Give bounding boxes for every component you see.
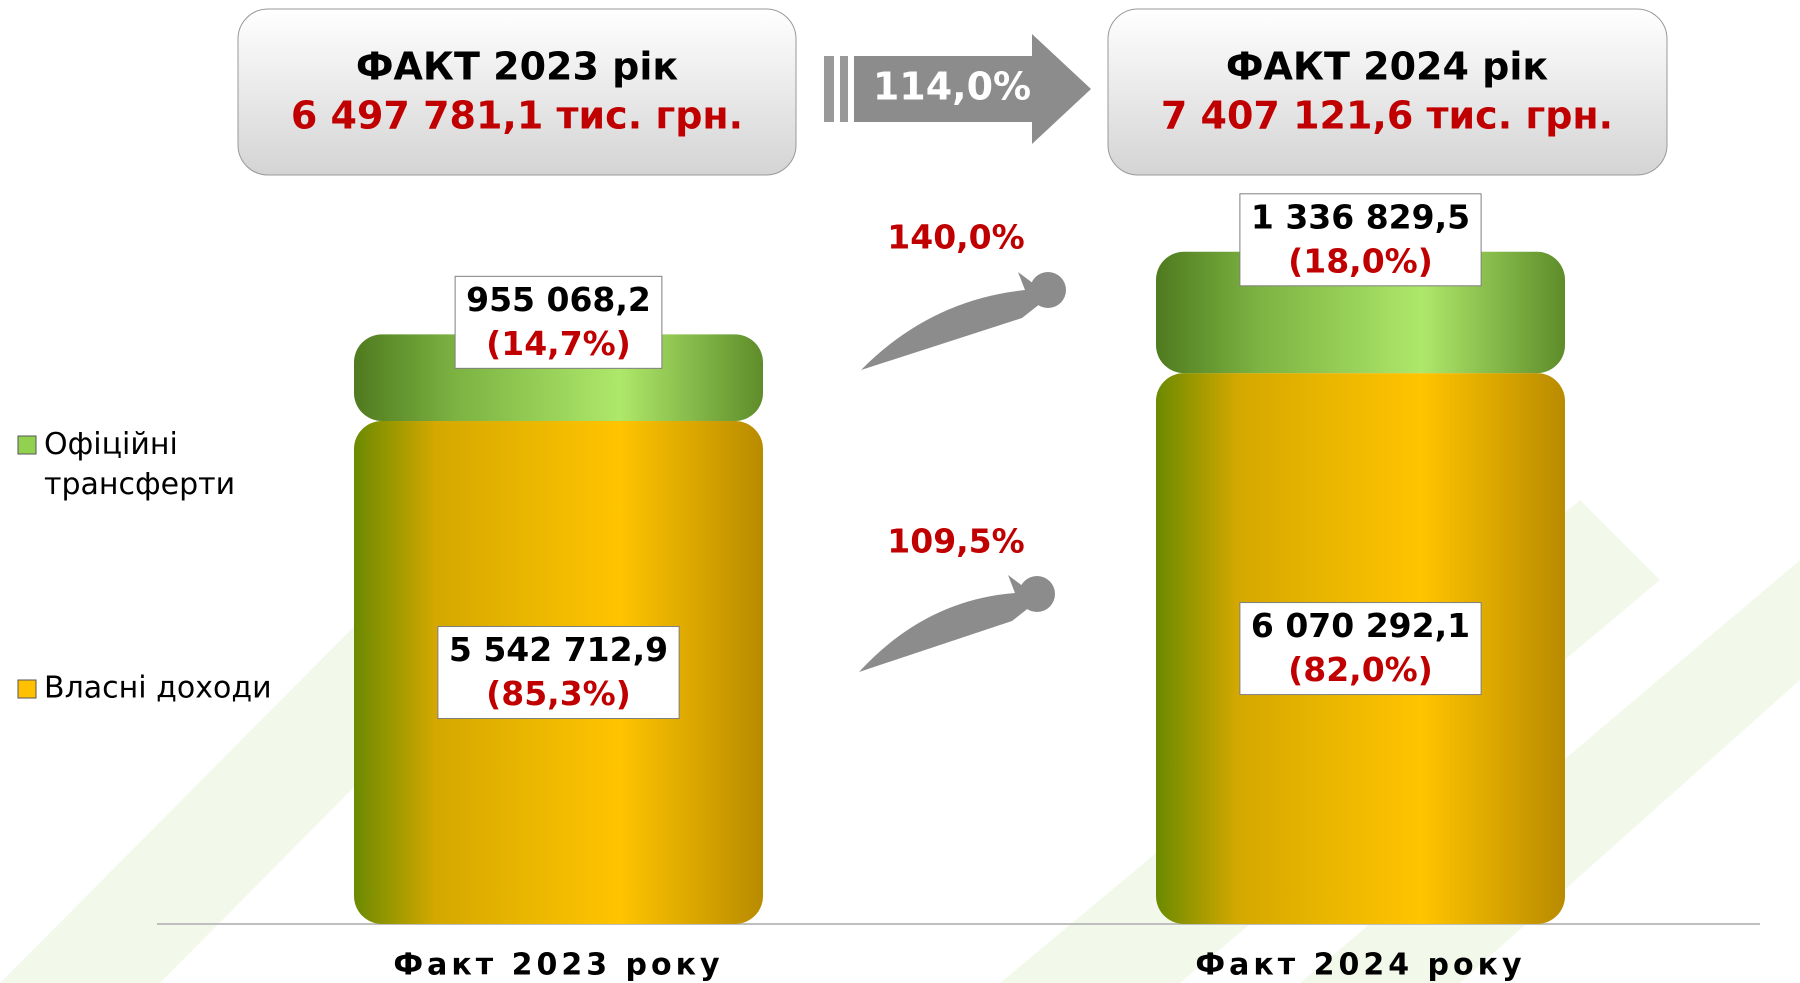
curve-arrow xyxy=(861,272,1050,370)
header-total: 7 407 121,6 тис. грн. xyxy=(1161,94,1613,138)
value-label-text: 6 070 292,1 xyxy=(1251,606,1470,645)
label-box xyxy=(1239,602,1482,696)
x-tick-label: Факт 2023 року xyxy=(393,948,723,983)
share-label-text: (18,0%) xyxy=(1288,241,1433,280)
legend-swatch xyxy=(17,435,37,455)
arrow-dot xyxy=(1019,576,1055,612)
growth-label: 140,0% xyxy=(887,218,1024,257)
value-label-text: 5 542 712,9 xyxy=(449,630,668,669)
legend-swatch xyxy=(17,679,37,699)
header-title: ФАКТ 2023 рік xyxy=(356,45,679,89)
curve-arrow xyxy=(859,575,1040,672)
header-title: ФАКТ 2024 рік xyxy=(1226,45,1549,89)
arrow-dot xyxy=(1030,272,1066,308)
value-label: 1 336 829,5 (18,0%) xyxy=(1239,193,1482,287)
share-label-text: (14,7%) xyxy=(486,324,631,363)
value-label-text: 955 068,2 xyxy=(466,280,651,319)
x-tick-label: Факт 2024 року xyxy=(1195,948,1525,983)
value-label: 955 068,2 (14,7%) xyxy=(454,275,663,369)
legend-label: Власні доходи xyxy=(44,671,272,706)
header-total: 6 497 781,1 тис. грн. xyxy=(291,94,743,138)
legend-label: Офіційні трансферти xyxy=(44,427,235,502)
bars: Факт 2023 року Факт 2024 року 5 542 712,9 (… xyxy=(354,193,1565,983)
label-box xyxy=(454,275,663,369)
value-label: 5 542 712,9 (85,3%) xyxy=(437,625,680,719)
value-label: 6 070 292,1 (82,0%) xyxy=(1239,602,1482,696)
label-box xyxy=(437,625,680,719)
value-label-text: 1 336 829,5 xyxy=(1251,197,1470,236)
header-box xyxy=(237,8,797,176)
growth-total: 114,0% xyxy=(873,65,1031,109)
legend: Власні доходи Офіційні трансферти xyxy=(17,427,272,706)
share-label-text: (85,3%) xyxy=(486,674,631,713)
label-box xyxy=(1239,193,1482,287)
share-label-text: (82,0%) xyxy=(1288,650,1433,689)
header-box xyxy=(1107,8,1668,176)
growth-label: 109,5% xyxy=(887,522,1024,561)
growth-arrow xyxy=(824,34,1091,144)
